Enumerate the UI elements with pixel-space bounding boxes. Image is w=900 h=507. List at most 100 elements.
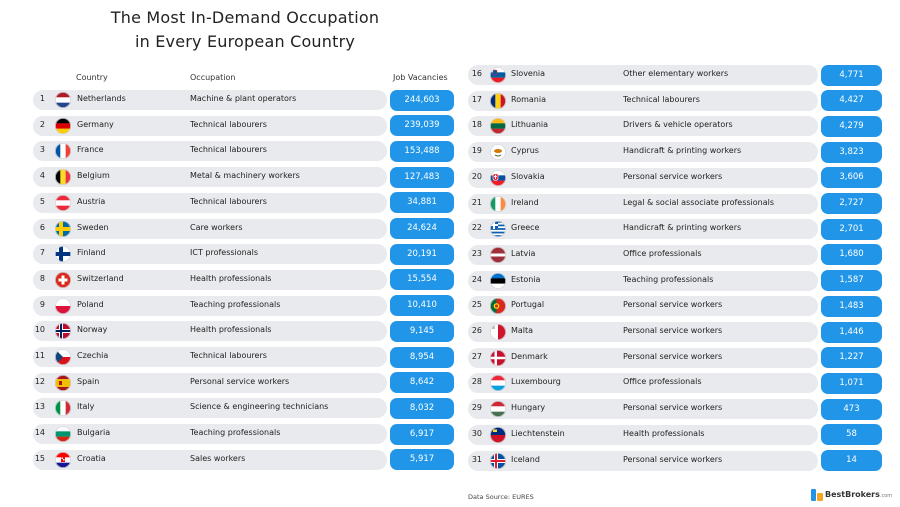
occupation-name: Drivers & vehicle operators <box>623 120 733 130</box>
vacancies-value: 5,917 <box>390 449 454 471</box>
norway-flag-icon <box>55 323 71 340</box>
table-row: 22 Greece Handicraft & printing workers <box>468 219 818 240</box>
vacancies-value: 4,771 <box>821 64 882 86</box>
vacancies-value: 14 <box>821 450 882 471</box>
occupation-name: Teaching professionals <box>190 428 281 438</box>
vacancies-value: 58 <box>821 424 882 446</box>
rank-number: 31 <box>471 454 482 464</box>
country-name: Cyprus <box>511 146 539 156</box>
occupation-name: Personal service workers <box>623 171 723 181</box>
chart-title-line-2: in Every European Country <box>134 32 356 51</box>
vacancies-value: 1,680 <box>821 244 882 266</box>
chart-title: The Most In-Demand Occupation in Every E… <box>100 6 390 54</box>
netherlands-flag-icon <box>55 92 71 108</box>
country-name: Malta <box>511 326 534 335</box>
occupation-name: Legal & social associate professionals <box>623 197 775 207</box>
vacancies-value: 4,279 <box>821 115 882 137</box>
bulgaria-flag-icon <box>55 426 71 443</box>
vacancies-value: 1,587 <box>821 270 882 292</box>
vacancies-value: 244,603 <box>390 89 454 111</box>
rank-number: 21 <box>471 197 482 207</box>
rank-number: 14 <box>34 428 45 438</box>
table-row: 9 Poland Teaching professionals <box>33 295 387 316</box>
vacancies-value: 3,606 <box>821 167 882 189</box>
occupation-name: Sales workers <box>190 453 246 463</box>
rank-number: 29 <box>471 403 482 413</box>
rank-number: 1 <box>39 94 45 103</box>
lithuania-flag-icon <box>490 118 506 135</box>
slovenia-flag-icon <box>490 67 506 83</box>
country-name: Denmark <box>511 351 548 361</box>
table-row: 30 Liechtenstein Health professionals <box>468 424 818 445</box>
estonia-flag-icon <box>490 272 506 289</box>
cyprus-flag-icon <box>490 144 506 161</box>
slovakia-flag-icon <box>490 169 506 186</box>
table-row: 8 Switzerland Health professionals <box>33 269 387 290</box>
table-row: 31 Iceland Personal service workers <box>468 450 818 471</box>
germany-flag-icon <box>55 117 71 134</box>
country-name: Slovenia <box>511 69 546 78</box>
table-row: 13 Italy Science & engineering technicians <box>33 398 387 419</box>
table-row: 12 Spain Personal service workers <box>33 372 387 393</box>
table-row: 25 Portugal Personal service workers <box>468 296 818 317</box>
table-row: 10 Norway Health professionals <box>33 321 387 342</box>
rank-number: 25 <box>471 300 482 310</box>
country-name: Bulgaria <box>77 428 111 438</box>
rank-number: 6 <box>39 222 45 232</box>
occupation-name: Health professionals <box>623 428 705 438</box>
country-name: France <box>77 145 104 155</box>
vacancies-value: 34,881 <box>390 192 454 214</box>
country-name: Poland <box>77 299 104 309</box>
rank-number: 15 <box>34 453 45 463</box>
country-name: Norway <box>77 325 108 335</box>
vacancies-value: 15,554 <box>390 269 454 291</box>
finland-flag-icon <box>55 246 71 263</box>
table-row: 26 Malta Personal service workers <box>468 322 818 342</box>
country-name: Netherlands <box>77 94 126 103</box>
bestbrokers-logo-icon <box>811 489 823 501</box>
country-name: Latvia <box>511 248 536 258</box>
country-name: Spain <box>77 376 100 386</box>
occupation-name: Personal service workers <box>623 403 723 413</box>
country-name: Greece <box>511 223 540 233</box>
liechtenstein-flag-icon <box>490 426 506 443</box>
vacancies-value: 20,191 <box>390 243 454 265</box>
occupation-name: Science & engineering technicians <box>190 402 329 412</box>
country-name: Austria <box>77 196 106 206</box>
vacancies-value: 24,624 <box>390 218 454 239</box>
poland-flag-icon <box>55 297 71 314</box>
country-name: Hungary <box>511 403 546 413</box>
table-row: 4 Belgium Metal & machinery workers <box>33 167 387 188</box>
belgium-flag-icon <box>55 169 71 186</box>
occupation-name: Teaching professionals <box>623 274 714 284</box>
column-header-vacancies: Job Vacancies <box>393 73 448 82</box>
logo-suffix: .com <box>879 493 893 499</box>
country-name: Iceland <box>511 454 540 464</box>
table-row: 19 Cyprus Handicraft & printing workers <box>468 142 818 163</box>
vacancies-value: 10,410 <box>390 295 454 317</box>
table-row: 15 Croatia Sales workers <box>33 449 387 470</box>
denmark-flag-icon <box>490 349 506 366</box>
table-row: 21 Ireland Legal & social associate profes… <box>468 193 818 214</box>
occupation-name: ICT professionals <box>190 248 259 258</box>
country-name: Germany <box>77 119 114 129</box>
table-row: 6 Sweden Care workers <box>33 218 387 239</box>
table-row: 11 Czechia Technical labourers <box>33 347 387 367</box>
rank-number: 26 <box>471 326 482 335</box>
occupation-name: Technical labourers <box>190 351 267 360</box>
table-row: 27 Denmark Personal service workers <box>468 347 818 368</box>
latvia-flag-icon <box>490 246 506 263</box>
rank-number: 28 <box>471 377 482 387</box>
vacancies-value: 8,954 <box>390 346 454 368</box>
rank-number: 11 <box>34 351 45 360</box>
occupation-name: Handicraft & printing workers <box>623 223 742 233</box>
occupation-name: Personal service workers <box>623 351 723 361</box>
country-name: Czechia <box>77 351 109 360</box>
table-row: 1 Netherlands Machine & plant operators <box>33 90 387 110</box>
country-name: Finland <box>77 248 106 258</box>
country-name: Croatia <box>77 453 106 463</box>
rank-number: 20 <box>471 171 482 181</box>
rank-number: 24 <box>471 274 482 284</box>
occupation-name: Teaching professionals <box>190 299 281 309</box>
table-row: 23 Latvia Office professionals <box>468 244 818 265</box>
